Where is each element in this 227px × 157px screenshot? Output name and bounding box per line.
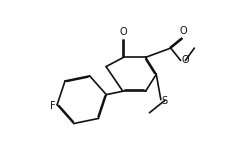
Text: S: S [162, 96, 168, 106]
Text: O: O [120, 27, 127, 37]
Text: O: O [182, 55, 189, 65]
Text: F: F [49, 101, 55, 111]
Text: O: O [179, 26, 187, 36]
